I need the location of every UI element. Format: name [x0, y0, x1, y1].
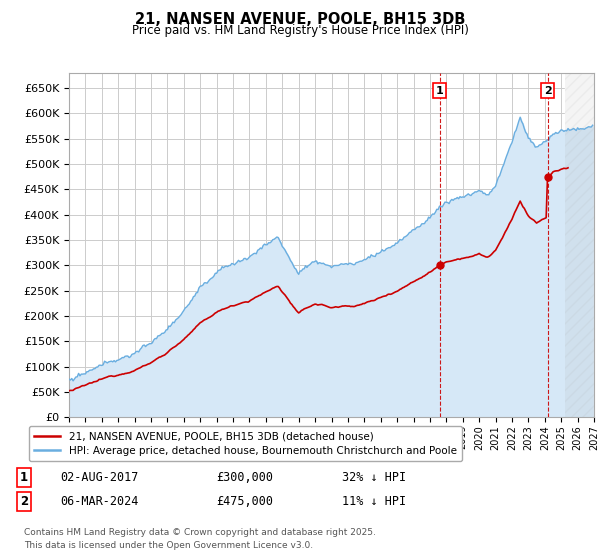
- Text: 1: 1: [436, 86, 443, 96]
- Text: 1: 1: [20, 470, 28, 484]
- Text: 06-MAR-2024: 06-MAR-2024: [60, 494, 139, 508]
- Text: 32% ↓ HPI: 32% ↓ HPI: [342, 470, 406, 484]
- Bar: [565, 73, 594, 417]
- Text: Contains HM Land Registry data © Crown copyright and database right 2025.
This d: Contains HM Land Registry data © Crown c…: [24, 528, 376, 550]
- Text: £475,000: £475,000: [216, 494, 273, 508]
- Text: 21, NANSEN AVENUE, POOLE, BH15 3DB: 21, NANSEN AVENUE, POOLE, BH15 3DB: [135, 12, 465, 27]
- Text: 02-AUG-2017: 02-AUG-2017: [60, 470, 139, 484]
- Legend: 21, NANSEN AVENUE, POOLE, BH15 3DB (detached house), HPI: Average price, detache: 21, NANSEN AVENUE, POOLE, BH15 3DB (deta…: [29, 426, 462, 461]
- Text: 2: 2: [20, 494, 28, 508]
- Bar: [565, 73, 594, 417]
- Text: 2: 2: [544, 86, 551, 96]
- Text: Price paid vs. HM Land Registry's House Price Index (HPI): Price paid vs. HM Land Registry's House …: [131, 24, 469, 38]
- Text: 11% ↓ HPI: 11% ↓ HPI: [342, 494, 406, 508]
- Bar: [565, 73, 594, 417]
- Text: £300,000: £300,000: [216, 470, 273, 484]
